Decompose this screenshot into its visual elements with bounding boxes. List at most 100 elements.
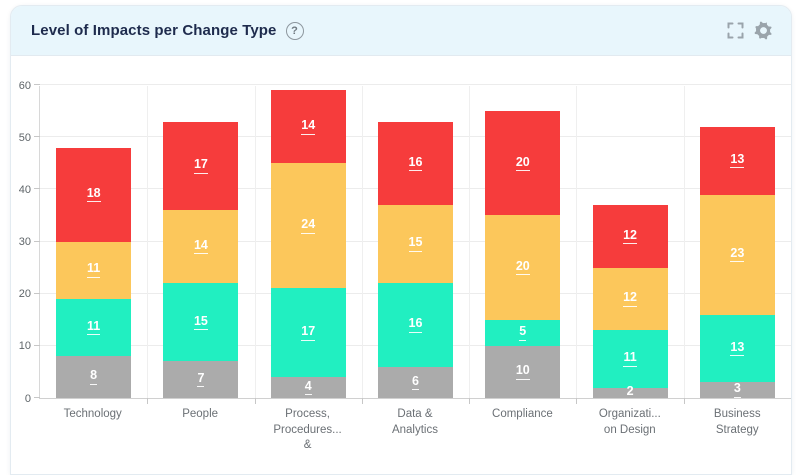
bar-segment-segment-teal[interactable]: 11 (592, 330, 668, 388)
x-axis-category-label: Compliance (492, 408, 553, 420)
gridline-x (361, 86, 363, 398)
bar-segment-segment-gray[interactable]: 7 (163, 361, 239, 398)
x-tick (791, 398, 792, 404)
y-axis-label-20: 20 (18, 288, 31, 301)
segment-value-label[interactable]: 14 (301, 119, 316, 135)
segment-value-label[interactable]: 15 (193, 315, 208, 331)
widget-header: Level of Impacts per Change Type ? (11, 6, 791, 56)
bar-segment-segment-yellow[interactable]: 23 (699, 194, 775, 315)
bar-segment-segment-gray[interactable]: 4 (270, 377, 346, 398)
segment-value-label[interactable]: 20 (515, 155, 530, 172)
segment-value-label[interactable]: 13 (730, 341, 745, 357)
bar-segment-segment-yellow[interactable]: 15 (377, 205, 454, 284)
segment-value-label[interactable]: 15 (408, 236, 423, 252)
x-axis-category-label: Organizati... on Design (598, 408, 661, 436)
bar-segment-segment-yellow[interactable]: 12 (592, 267, 668, 331)
bar-process: 4 17 24 14 (255, 86, 362, 398)
segment-value-label[interactable]: 23 (730, 247, 745, 263)
bar-segment-segment-gray[interactable]: 10 (485, 345, 561, 398)
bar-segment-segment-yellow[interactable]: 11 (56, 241, 132, 299)
gridline-y-60 (40, 84, 791, 85)
gridline-x (576, 86, 578, 398)
gridline-x (254, 86, 256, 398)
y-tick (34, 136, 40, 138)
bar-segment-segment-teal[interactable]: 17 (270, 288, 346, 378)
segment-value-label[interactable]: 17 (193, 158, 208, 174)
segment-value-label[interactable]: 8 (90, 369, 98, 385)
x-tick (683, 398, 685, 404)
y-tick (34, 344, 40, 346)
fullscreen-icon[interactable] (725, 21, 745, 41)
segment-value-label[interactable]: 5 (519, 325, 527, 341)
x-tick (469, 398, 471, 404)
bar-segment-segment-yellow[interactable]: 24 (270, 163, 346, 289)
y-axis-label-60: 60 (18, 79, 31, 92)
bar-data: 6 16 15 16 (362, 86, 469, 398)
gear-icon[interactable] (753, 21, 773, 41)
y-axis-label-10: 10 (18, 340, 31, 353)
y-tick (34, 188, 40, 190)
x-tick (361, 398, 363, 404)
bar-segment-segment-teal[interactable]: 11 (56, 298, 132, 357)
segment-value-label[interactable]: 14 (193, 239, 208, 255)
bar-segment-segment-teal[interactable]: 15 (163, 283, 239, 362)
segment-value-label[interactable]: 16 (408, 317, 423, 333)
bar-segment-segment-red[interactable]: 13 (699, 126, 775, 195)
y-tick (34, 292, 40, 294)
x-tick (254, 398, 256, 404)
segment-value-label[interactable]: 16 (408, 155, 423, 172)
bar-segment-segment-teal[interactable]: 13 (699, 314, 775, 383)
bar-segment-segment-red[interactable]: 16 (377, 121, 454, 205)
x-axis-category-label: Data & Analytics (391, 408, 438, 436)
gridline-x (791, 86, 792, 398)
bar-technology: 8 11 11 18 (40, 86, 147, 398)
segment-value-label[interactable]: 13 (730, 153, 745, 169)
segment-value-label[interactable]: 24 (301, 218, 316, 234)
segment-value-label[interactable]: 3 (733, 382, 741, 398)
stacked-bar-chart: 0 10 20 30 40 50 60 8 11 11 18 7 15 14 17 4 17 24 14 6 16 15 1… (11, 56, 792, 474)
bar-segment-segment-gray[interactable]: 6 (377, 366, 454, 398)
plot-area: 0 10 20 30 40 50 60 8 11 11 18 7 15 14 17 4 17 24 14 6 16 15 1… (19, 80, 792, 405)
bar-segment-segment-yellow[interactable]: 14 (163, 210, 239, 284)
segment-value-label[interactable]: 12 (623, 229, 637, 245)
y-tick (34, 397, 40, 398)
help-icon[interactable]: ? (285, 21, 304, 40)
bar-segment-segment-red[interactable]: 18 (56, 147, 132, 242)
bar-segment-segment-gray[interactable]: 8 (56, 356, 132, 398)
y-axis-label-30: 30 (18, 236, 31, 248)
bar-organizati...: 2 11 12 12 (576, 86, 683, 401)
gridline-x (469, 86, 471, 398)
bar-segment-segment-red[interactable]: 20 (485, 111, 561, 216)
x-axis-labels: Technology People Process, Procedures... &… (39, 407, 791, 454)
segment-value-label[interactable]: 12 (623, 291, 637, 307)
segment-value-label[interactable]: 20 (515, 260, 530, 276)
bar-segment-segment-red[interactable]: 12 (592, 205, 668, 268)
x-axis-category-label: Technology (63, 408, 122, 420)
segment-value-label[interactable]: 10 (515, 364, 530, 380)
chart-widget-card: Level of Impacts per Change Type ? 0 10 20… (10, 5, 792, 475)
bar-segment-segment-red[interactable]: 17 (163, 121, 239, 211)
segment-value-label[interactable]: 4 (304, 380, 312, 396)
x-axis-category-label: People (182, 408, 219, 420)
segment-value-label[interactable]: 11 (87, 262, 101, 278)
y-tick (34, 84, 40, 85)
x-tick (576, 398, 578, 404)
bar-segment-segment-gray[interactable]: 3 (699, 382, 775, 398)
segment-value-label[interactable]: 11 (87, 320, 101, 336)
segment-value-label[interactable]: 11 (623, 351, 637, 367)
segment-value-label[interactable]: 2 (626, 385, 634, 401)
segment-value-label[interactable]: 17 (301, 325, 316, 341)
y-axis-label-50: 50 (18, 131, 31, 144)
bar-segment-segment-teal[interactable]: 16 (377, 283, 454, 367)
bar-segment-segment-red[interactable]: 14 (270, 90, 346, 164)
bar-columns: 8 11 11 18 7 15 14 17 4 17 24 14 6 16 15 16 10 5 20 20 2 11 12… (40, 86, 791, 401)
segment-value-label[interactable]: 6 (412, 375, 419, 391)
segment-value-label[interactable]: 7 (197, 372, 205, 388)
bar-segment-segment-teal[interactable]: 5 (485, 319, 561, 346)
bar-business: 3 13 23 13 (684, 86, 791, 398)
segment-value-label[interactable]: 18 (86, 187, 101, 203)
bar-compliance: 10 5 20 20 (469, 86, 576, 398)
bar-segment-segment-yellow[interactable]: 20 (485, 215, 561, 320)
bar-segment-segment-gray[interactable]: 2 (592, 385, 668, 401)
y-axis-label-40: 40 (18, 183, 31, 196)
